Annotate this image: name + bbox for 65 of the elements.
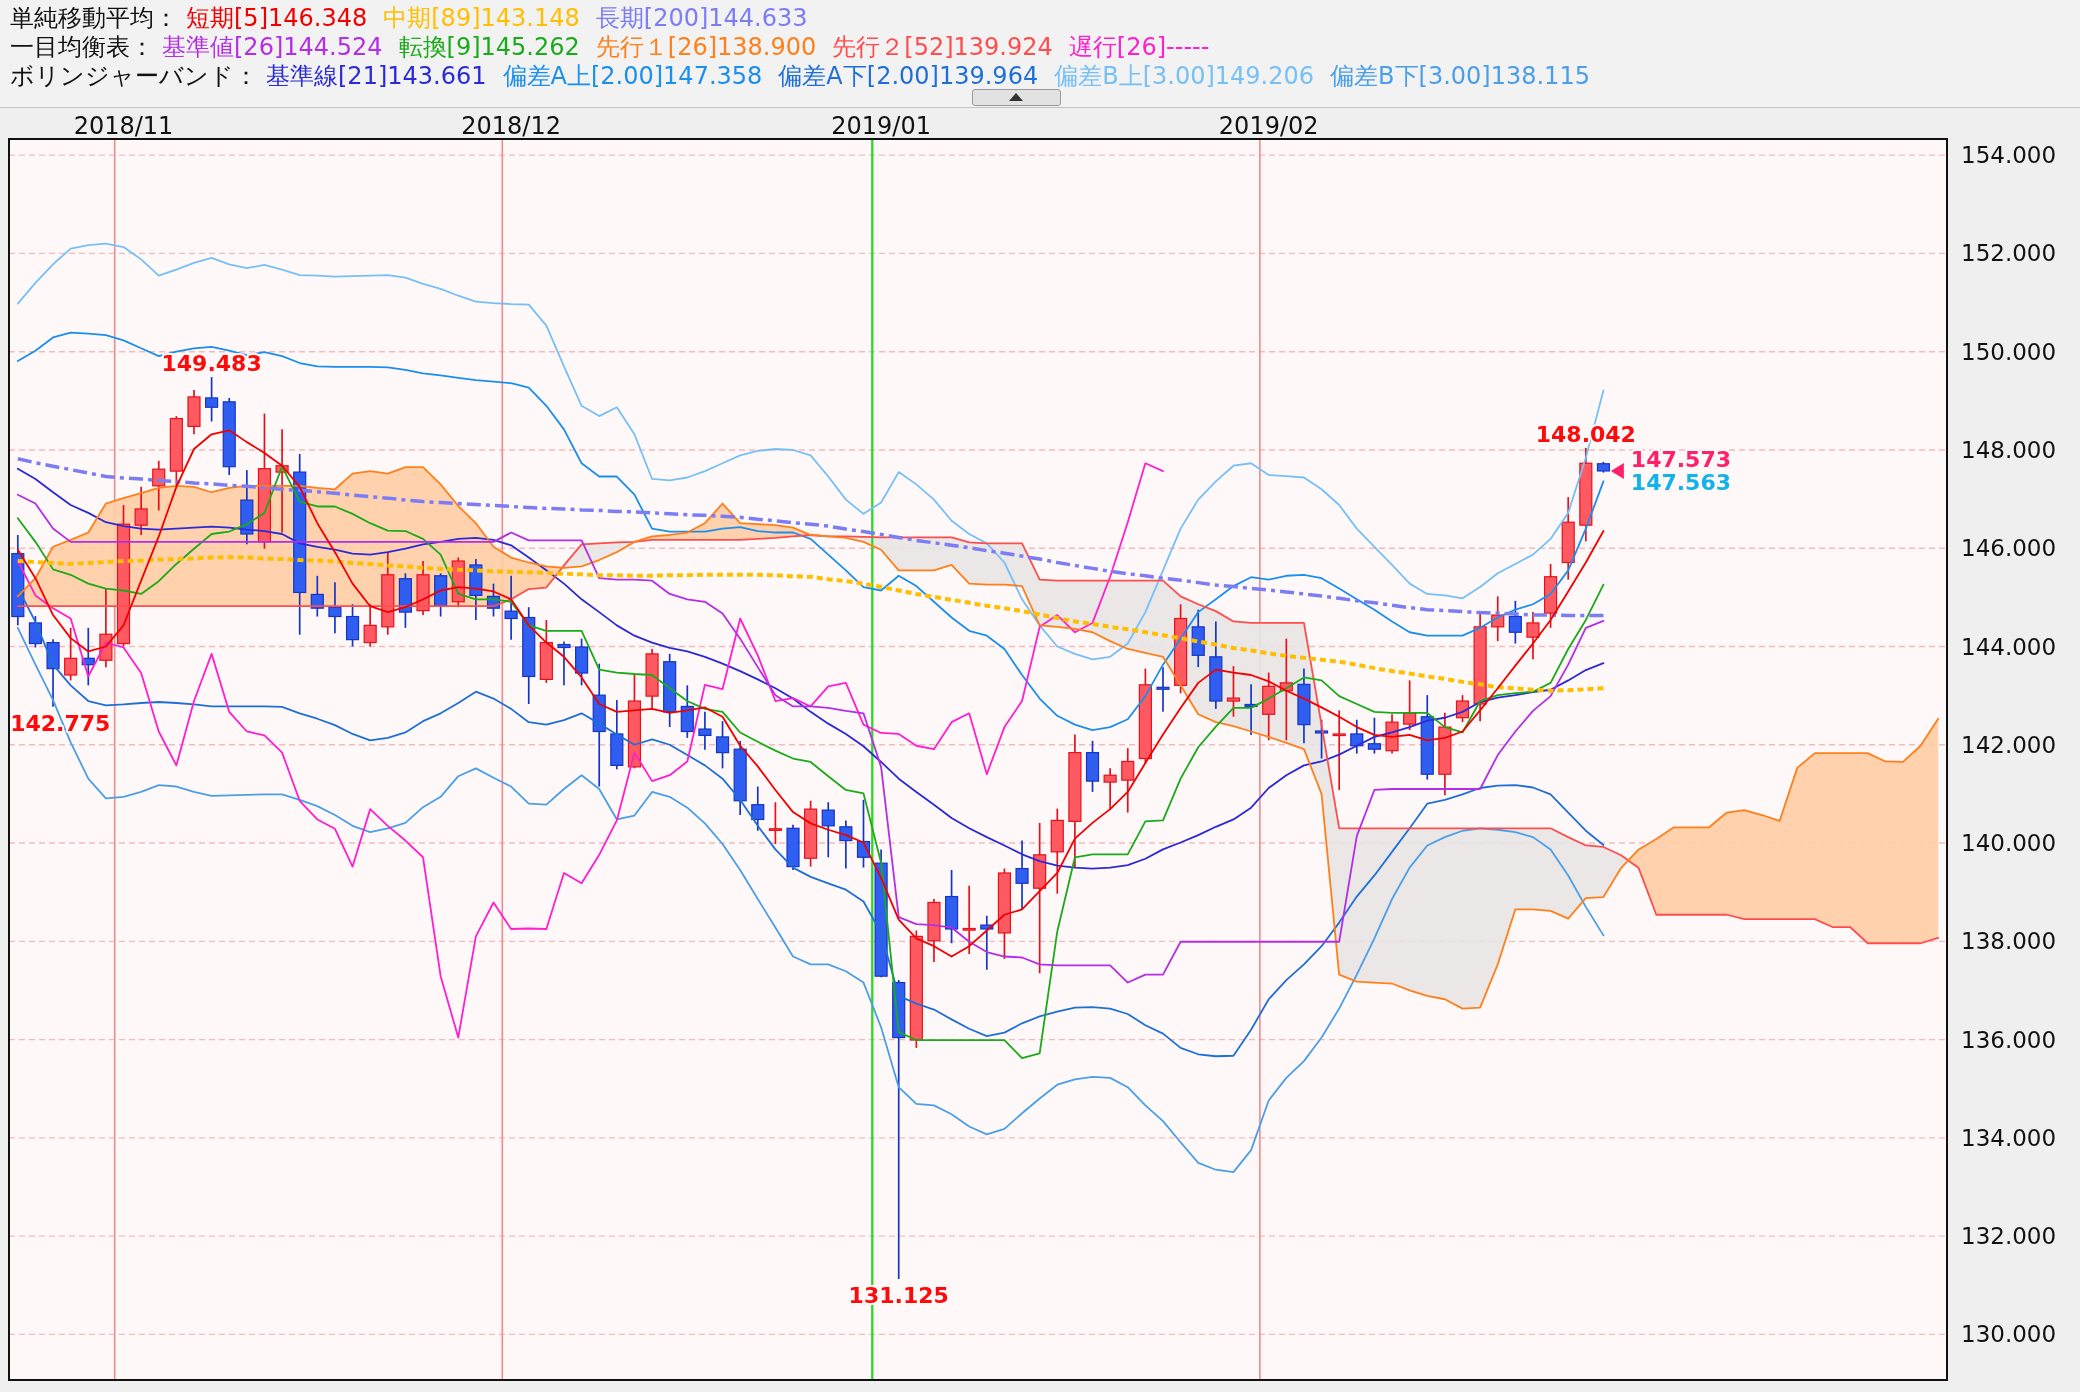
- candlestick: [1015, 839, 1029, 911]
- y-tick-label: 136.000: [1961, 1026, 2057, 1053]
- candlestick: [751, 785, 765, 832]
- text: 偏差A上[2.00]147.358: [502, 62, 763, 91]
- candlestick: [557, 640, 571, 687]
- text: 中期[89]143.148: [383, 4, 580, 33]
- text: ボリンジャーバンド：: [10, 62, 258, 91]
- text: 長期[200]144.633: [595, 4, 808, 33]
- candlestick: [1226, 665, 1241, 718]
- y-tick-label: 154.000: [1961, 142, 2057, 169]
- candlestick: [821, 801, 835, 859]
- y-tick-label: 152.000: [1961, 240, 2057, 267]
- annotation: 149.483: [161, 351, 262, 377]
- text: 偏差B上[3.00]149.206: [1054, 62, 1315, 91]
- y-tick-label: 140.000: [1961, 830, 2057, 857]
- y-tick-label: 142.000: [1961, 731, 2057, 758]
- candlestick: [839, 819, 853, 870]
- candlestick: [64, 626, 78, 682]
- y-tick-label: 134.000: [1961, 1124, 2057, 1151]
- candlestick: [504, 574, 518, 641]
- text: 偏差A下[2.00]139.964: [778, 62, 1039, 91]
- x-tick-label: 2019/02: [1218, 112, 1319, 140]
- annotation: 147.573: [1630, 446, 1732, 472]
- candlestick: [698, 710, 712, 751]
- x-tick-label: 2018/12: [461, 112, 561, 140]
- text: 偏差B下[3.00]138.115: [1330, 62, 1590, 91]
- y-tick-label: 130.000: [1961, 1321, 2057, 1348]
- candlestick: [962, 884, 976, 955]
- text: 基準線[21]143.661: [266, 62, 487, 91]
- candlestick: [1508, 599, 1522, 645]
- candlestick: [345, 603, 360, 648]
- y-tick-label: 132.000: [1961, 1223, 2057, 1250]
- text: 一目均衡表：: [10, 33, 154, 62]
- candlestick: [1403, 679, 1417, 731]
- candlestick: [1350, 718, 1364, 755]
- x-tick-label: 2019/01: [831, 112, 931, 140]
- candlestick: [1156, 666, 1170, 713]
- y-tick-label: 150.000: [1961, 338, 2057, 365]
- candlestick: [715, 720, 730, 770]
- candlestick: [1332, 709, 1346, 791]
- candlestick: [980, 914, 994, 971]
- text: 遅行[26]-----: [1068, 33, 1210, 62]
- text: 転換[9]145.262: [398, 33, 580, 62]
- y-tick-label: 144.000: [1961, 633, 2057, 660]
- candlestick: [328, 581, 342, 635]
- candlestick: [152, 459, 166, 512]
- candlestick: [1103, 767, 1117, 811]
- text: 単純移動平均：: [10, 4, 178, 33]
- y-tick-label: 138.000: [1961, 928, 2057, 955]
- candlestick: [205, 376, 219, 423]
- text: 先行２[52]139.924: [832, 33, 1053, 62]
- y-tick-label: 148.000: [1961, 436, 2057, 463]
- annotation: 147.563: [1630, 469, 1732, 495]
- candlestick: [134, 485, 148, 536]
- candlestick: [1367, 716, 1381, 755]
- y-tick-label: 146.000: [1961, 535, 2057, 562]
- text: 基準値[26]144.524: [162, 33, 383, 62]
- candlestick: [363, 603, 377, 648]
- text: 短期[5]146.348: [186, 4, 368, 33]
- candlestick: [768, 801, 782, 845]
- candlestick: [1121, 747, 1135, 814]
- text: 先行１[26]138.900: [595, 33, 817, 62]
- line-series: [15, 555, 1606, 693]
- x-tick-label: 2018/11: [73, 112, 174, 140]
- candlestick: [1526, 611, 1540, 661]
